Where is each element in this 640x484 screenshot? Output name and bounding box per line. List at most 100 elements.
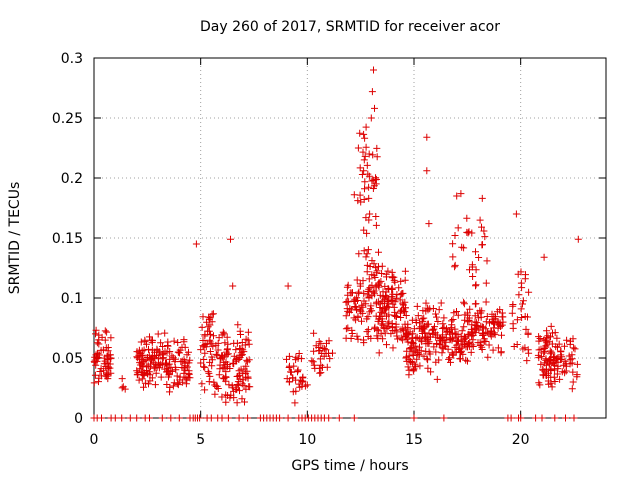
data-point [445,328,453,336]
data-point [517,414,525,422]
data-point [167,414,175,422]
data-point [154,355,162,363]
data-point [92,326,100,334]
data-point [535,379,543,387]
data-point [522,325,530,333]
data-point [226,394,234,402]
chart-title: Day 260 of 2017, SRMTID for receiver aco… [200,19,500,35]
data-point [284,282,292,290]
data-point [362,214,370,222]
data-point [91,358,99,366]
data-point [369,151,377,159]
data-point [485,341,493,349]
data-point [478,194,486,202]
data-point [438,344,446,352]
data-point [238,380,246,388]
data-point [368,88,376,96]
data-point [230,339,238,347]
data-point [210,378,218,386]
data-point [176,376,184,384]
data-point [361,185,368,193]
data-point [134,371,142,379]
data-point [227,235,234,243]
data-point [232,346,240,354]
data-point [355,288,363,296]
data-point [365,194,373,202]
data-point [483,328,491,336]
data-point [364,313,372,321]
data-point [201,332,209,340]
data-point [480,337,488,345]
data-point [242,335,250,343]
data-point [396,296,404,304]
data-point [197,359,205,367]
data-point [458,243,466,251]
data-point [457,332,465,340]
data-point [569,368,577,376]
data-point [462,343,470,351]
data-point [170,337,178,345]
data-point [372,180,380,188]
data-point [294,366,302,374]
data-point [383,341,390,349]
data-point [239,370,247,378]
data-point [206,348,214,355]
data-point [140,383,147,391]
data-point [556,375,564,383]
data-point [155,361,163,369]
data-point [451,232,459,239]
data-point [201,386,209,394]
data-point [478,323,486,331]
data-point [342,298,350,306]
x-tick-label: 10 [298,432,316,448]
data-point [518,314,526,321]
data-point [286,362,293,370]
data-point [342,334,350,342]
data-point [166,348,174,355]
y-tick-label: 0 [74,411,83,427]
data-point [376,300,384,308]
data-point [553,334,561,342]
data-point [457,349,465,357]
data-point [561,369,569,377]
data-points [90,66,582,422]
data-point [104,356,112,363]
data-point [201,341,209,348]
data-point [357,198,365,206]
data-point [430,343,438,351]
data-point [484,353,492,361]
x-tick-label: 0 [90,432,99,448]
data-point [477,313,485,321]
data-point [222,398,230,406]
data-point [363,328,371,336]
data-point [246,383,254,391]
data-point [226,365,234,372]
data-point [565,352,573,360]
data-point [224,350,232,358]
data-point [295,350,303,357]
data-point [537,360,545,368]
data-point [400,308,408,315]
data-point [384,296,392,304]
data-point [371,323,379,331]
data-point [358,317,365,325]
data-point [482,318,490,326]
data-point [319,363,326,371]
data-point [518,284,526,292]
data-point [310,361,318,369]
data-point [237,351,245,359]
data-point [367,114,375,122]
data-point [423,355,431,363]
y-tick-label: 0.2 [61,171,83,187]
data-point [138,375,146,383]
data-point [384,298,392,305]
data-point [424,304,432,312]
axis-ticks: 0 0.05 0.1 0.15 0.2 0.25 0.3 0 5 10 15 20 [52,51,606,448]
data-point [548,348,556,356]
data-point [473,319,481,327]
data-point [561,342,568,350]
data-point [286,378,293,386]
data-point [200,356,208,363]
data-point [543,334,550,342]
